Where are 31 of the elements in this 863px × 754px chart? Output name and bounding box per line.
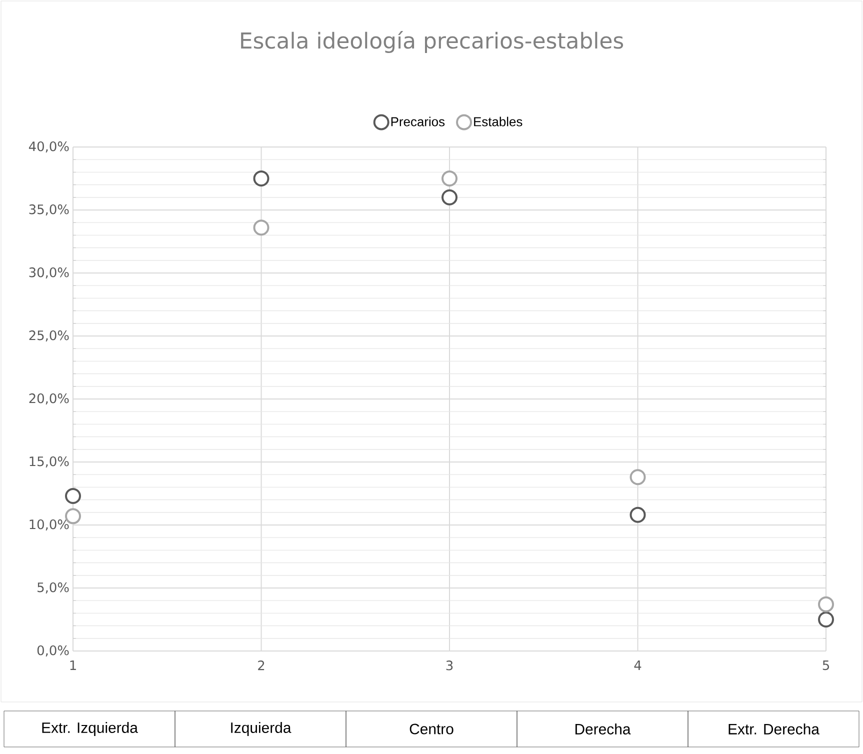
y-tick-label: 30,0% bbox=[29, 267, 69, 279]
point bbox=[630, 469, 646, 486]
text: Extr. Derecha bbox=[728, 723, 820, 734]
text: Centro bbox=[410, 724, 454, 734]
point bbox=[630, 506, 646, 523]
point bbox=[65, 488, 82, 504]
y-tick-label: 20,0% bbox=[29, 393, 69, 405]
y-tick-label: 0,0% bbox=[37, 645, 69, 657]
text: Izquierda bbox=[231, 722, 292, 736]
y-tick-label: 40,0% bbox=[28, 141, 69, 153]
point bbox=[253, 170, 270, 186]
y-tick-label: 15,0% bbox=[30, 456, 69, 468]
point bbox=[818, 611, 834, 628]
x-tick-label: 1 bbox=[70, 660, 76, 670]
point bbox=[442, 170, 458, 186]
y-tick-label: 35,0% bbox=[29, 204, 69, 216]
point bbox=[818, 596, 834, 612]
y-tick-label: 25,0% bbox=[29, 330, 69, 342]
text: Derecha bbox=[575, 723, 631, 734]
x-tick-label: 2 bbox=[258, 660, 264, 670]
legend-label: Precarios bbox=[391, 116, 445, 126]
point bbox=[253, 220, 270, 236]
text: Extr. Izquierda bbox=[42, 722, 138, 736]
x-tick-label: 4 bbox=[634, 660, 642, 670]
legend-label: Estables bbox=[474, 116, 522, 126]
point bbox=[442, 189, 458, 206]
x-tick-label: 5 bbox=[822, 660, 829, 670]
y-tick-label: 5,0% bbox=[38, 582, 69, 594]
chart-title: Escala ideología precarios-estables bbox=[241, 30, 624, 54]
y-tick-label: 10,0% bbox=[30, 519, 69, 531]
x-tick-label: 3 bbox=[446, 660, 453, 670]
